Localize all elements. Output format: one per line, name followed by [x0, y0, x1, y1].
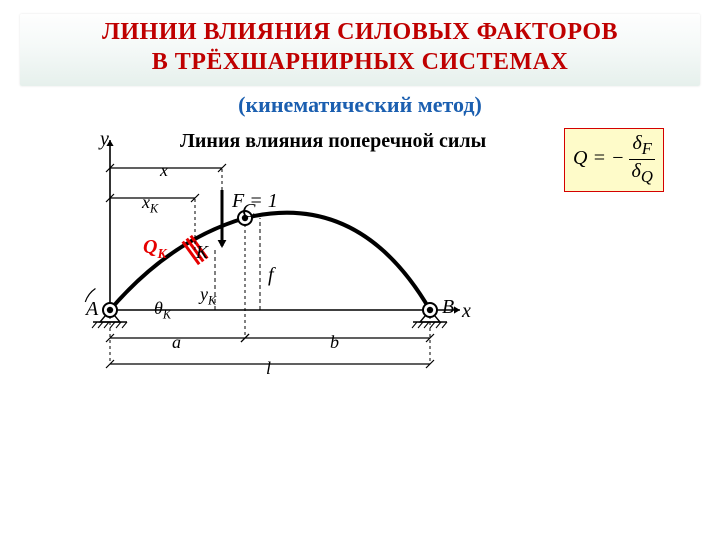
- diagram-svg: [0, 0, 720, 540]
